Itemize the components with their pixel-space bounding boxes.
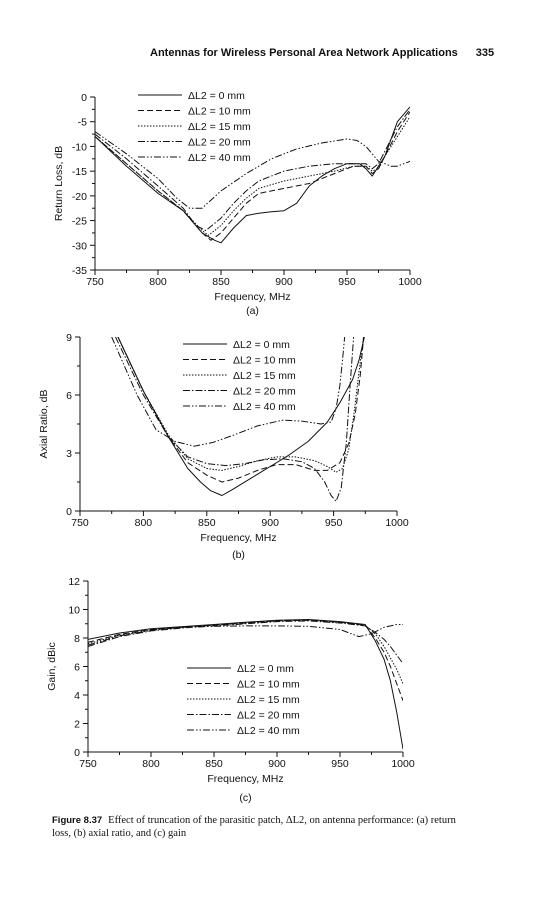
- page-number: 335: [475, 47, 495, 59]
- y-tick-label: -20: [72, 191, 87, 203]
- x-tick-label: 850: [198, 517, 216, 529]
- x-tick-label: 750: [86, 276, 104, 288]
- axes: 750 800 850 900 950 1000 0 2 4 6 8 10 12: [68, 576, 415, 770]
- y-tick-label: -30: [72, 240, 87, 252]
- legend-label: ΔL2 = 20 mm: [233, 386, 296, 398]
- y-tick-label: 6: [74, 662, 80, 674]
- figure-label: Figure 8.37: [52, 815, 103, 826]
- legend-label: ΔL2 = 20 mm: [237, 710, 300, 722]
- legend-label: ΔL2 = 40 mm: [237, 725, 300, 737]
- legend-label: ΔL2 = 10 mm: [188, 106, 251, 118]
- series-line-4: [88, 624, 403, 646]
- x-tick-label: 950: [331, 758, 349, 770]
- y-axis-label: Axial Ratio, dB: [38, 390, 50, 459]
- series-line-0: [117, 337, 365, 496]
- running-header: Antennas for Wireless Personal Area Netw…: [150, 47, 494, 59]
- legend-label: ΔL2 = 15 mm: [237, 694, 300, 706]
- x-tick-label: 850: [205, 758, 223, 770]
- x-tick-label: 850: [212, 276, 230, 288]
- y-tick-label: 9: [66, 332, 72, 344]
- y-tick-label: 6: [66, 390, 72, 402]
- y-tick-label: -35: [72, 265, 87, 277]
- x-tick-label: 1000: [398, 276, 422, 288]
- legend-label: ΔL2 = 0 mm: [237, 663, 294, 675]
- x-tick-label: 950: [338, 276, 356, 288]
- y-tick-label: 2: [74, 719, 80, 731]
- y-tick-label: -10: [72, 141, 87, 153]
- legend: ΔL2 = 0 mm ΔL2 = 10 mm ΔL2 = 15 mm ΔL2 = 20…: [187, 663, 300, 737]
- x-tick-label: 1000: [391, 758, 415, 770]
- y-tick-label: 4: [74, 690, 80, 702]
- series-line-2: [95, 116, 410, 236]
- series-line-0: [95, 106, 410, 244]
- x-tick-label: 800: [135, 517, 153, 529]
- legend-label: ΔL2 = 0 mm: [233, 339, 290, 351]
- series-line-1: [95, 111, 410, 241]
- x-tick-label: 900: [261, 517, 279, 529]
- y-tick-label: -15: [72, 166, 87, 178]
- running-header-title: Antennas for Wireless Personal Area Netw…: [150, 47, 458, 59]
- series-group: [111, 337, 365, 502]
- legend-label: ΔL2 = 20 mm: [188, 137, 251, 149]
- y-tick-label: 0: [74, 747, 80, 759]
- series-line-0: [88, 619, 403, 750]
- gain-chart: 750 800 850 900 950 1000 0 2 4 6 8 10 12 Frequency, M…: [46, 576, 415, 804]
- y-axis-label: Gain, dBic: [46, 642, 58, 690]
- panel-label: (c): [239, 792, 251, 804]
- series-line-4: [95, 131, 410, 209]
- legend-label: ΔL2 = 10 mm: [237, 679, 300, 691]
- series-line-4: [111, 337, 346, 447]
- legend: ΔL2 = 0 mm ΔL2 = 10 mm ΔL2 = 15 mm ΔL2 = 20…: [183, 339, 296, 413]
- series-line-3: [88, 620, 403, 664]
- y-tick-label: 0: [81, 92, 87, 104]
- legend: ΔL2 = 0 mm ΔL2 = 10 mm ΔL2 = 15 mm ΔL2 = 20…: [138, 90, 251, 164]
- series-line-3: [95, 109, 410, 231]
- y-tick-label: 3: [66, 448, 72, 460]
- caption-text: Effect of truncation of the parasitic pa…: [52, 815, 456, 839]
- x-tick-label: 900: [275, 276, 293, 288]
- x-axis-label: Frequency, MHz: [200, 532, 276, 544]
- x-axis-label: Frequency, MHz: [214, 291, 290, 303]
- x-tick-label: 750: [79, 758, 97, 770]
- legend-label: ΔL2 = 40 mm: [188, 152, 251, 164]
- series-line-2: [88, 619, 403, 684]
- x-tick-label: 900: [268, 758, 286, 770]
- x-tick-label: 950: [325, 517, 343, 529]
- y-axis-label: Return Loss, dB: [53, 146, 65, 221]
- y-tick-label: -5: [78, 117, 87, 129]
- x-tick-label: 1000: [385, 517, 409, 529]
- return-loss-chart: 750 800 850 900 950 1000 0 -5 -10 -15 -20 -25 -30 -35…: [53, 90, 422, 317]
- axes: 750 800 850 900 950 1000 0 -5 -10 -15 -20 -25 -30 -35: [72, 92, 422, 288]
- legend-label: ΔL2 = 15 mm: [188, 121, 251, 133]
- x-tick-label: 800: [149, 276, 167, 288]
- legend-label: ΔL2 = 40 mm: [233, 401, 296, 413]
- y-tick-label: 0: [66, 506, 72, 518]
- axial-ratio-chart: 750 800 850 900 950 1000 0 3 6 9 Frequency, MHz Axi…: [38, 332, 409, 561]
- panel-label: (b): [232, 549, 245, 561]
- series-group: [88, 619, 403, 750]
- y-tick-label: 10: [68, 605, 80, 617]
- x-tick-label: 750: [71, 517, 89, 529]
- y-tick-label: 8: [74, 633, 80, 645]
- figure-caption: Figure 8.37 Effect of truncation of the p…: [52, 814, 472, 840]
- x-axis-label: Frequency, MHz: [207, 773, 283, 785]
- legend-label: ΔL2 = 0 mm: [188, 90, 245, 102]
- series-line-2: [117, 337, 365, 473]
- legend-label: ΔL2 = 15 mm: [233, 370, 296, 382]
- legend-label: ΔL2 = 10 mm: [233, 355, 296, 367]
- series-line-3: [115, 337, 355, 502]
- y-tick-label: 12: [68, 576, 80, 588]
- y-tick-label: -25: [72, 216, 87, 228]
- axes: 750 800 850 900 950 1000 0 3 6 9: [66, 332, 409, 529]
- series-group: [95, 106, 410, 244]
- panel-label: (a): [246, 305, 259, 317]
- x-tick-label: 800: [142, 758, 160, 770]
